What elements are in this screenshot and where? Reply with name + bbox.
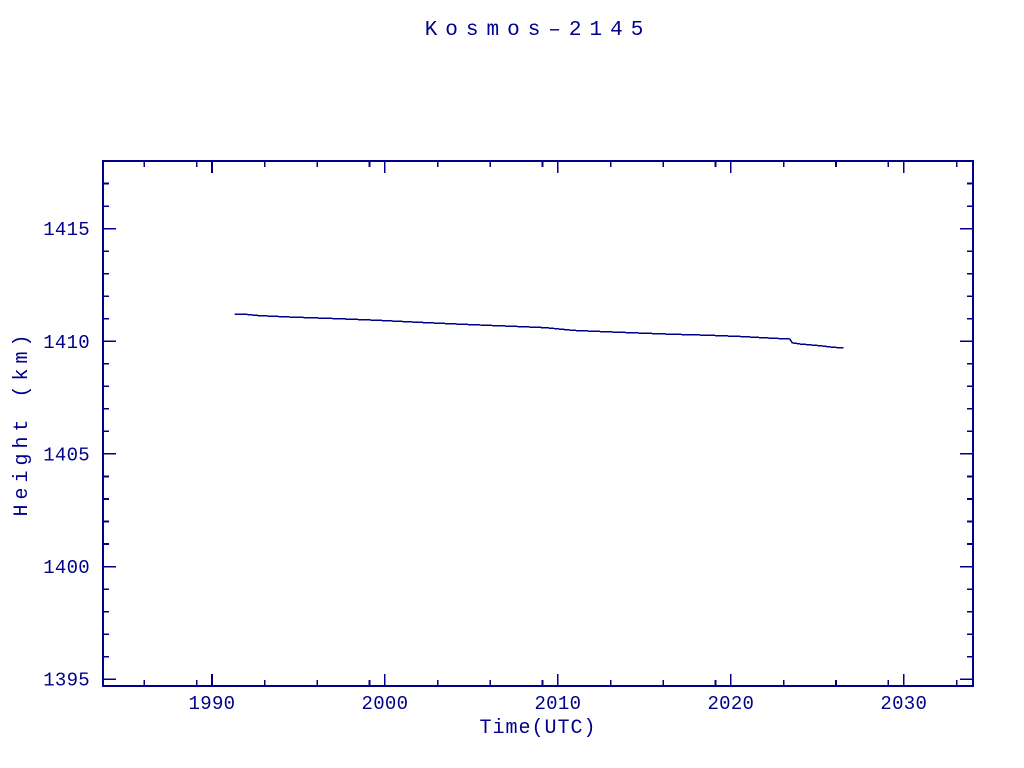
x-tick-label: 2000 bbox=[362, 693, 409, 715]
y-tick-label: 1415 bbox=[43, 219, 90, 241]
plot-border bbox=[102, 160, 974, 687]
y-axis-label: Height (km) bbox=[11, 329, 34, 516]
chart-title: Kosmos–2145 bbox=[424, 19, 652, 42]
x-axis-label: Time(UTC) bbox=[479, 717, 596, 740]
y-tick-label: 1410 bbox=[43, 332, 90, 354]
x-tick-label: 2030 bbox=[880, 693, 927, 715]
y-tick-label: 1395 bbox=[43, 670, 90, 692]
x-tick-label: 2010 bbox=[534, 693, 581, 715]
x-tick-label: 1990 bbox=[189, 693, 236, 715]
data-line bbox=[234, 313, 844, 349]
y-tick-label: 1405 bbox=[43, 444, 90, 466]
x-tick-label: 2020 bbox=[707, 693, 754, 715]
y-tick-label: 1400 bbox=[43, 557, 90, 579]
